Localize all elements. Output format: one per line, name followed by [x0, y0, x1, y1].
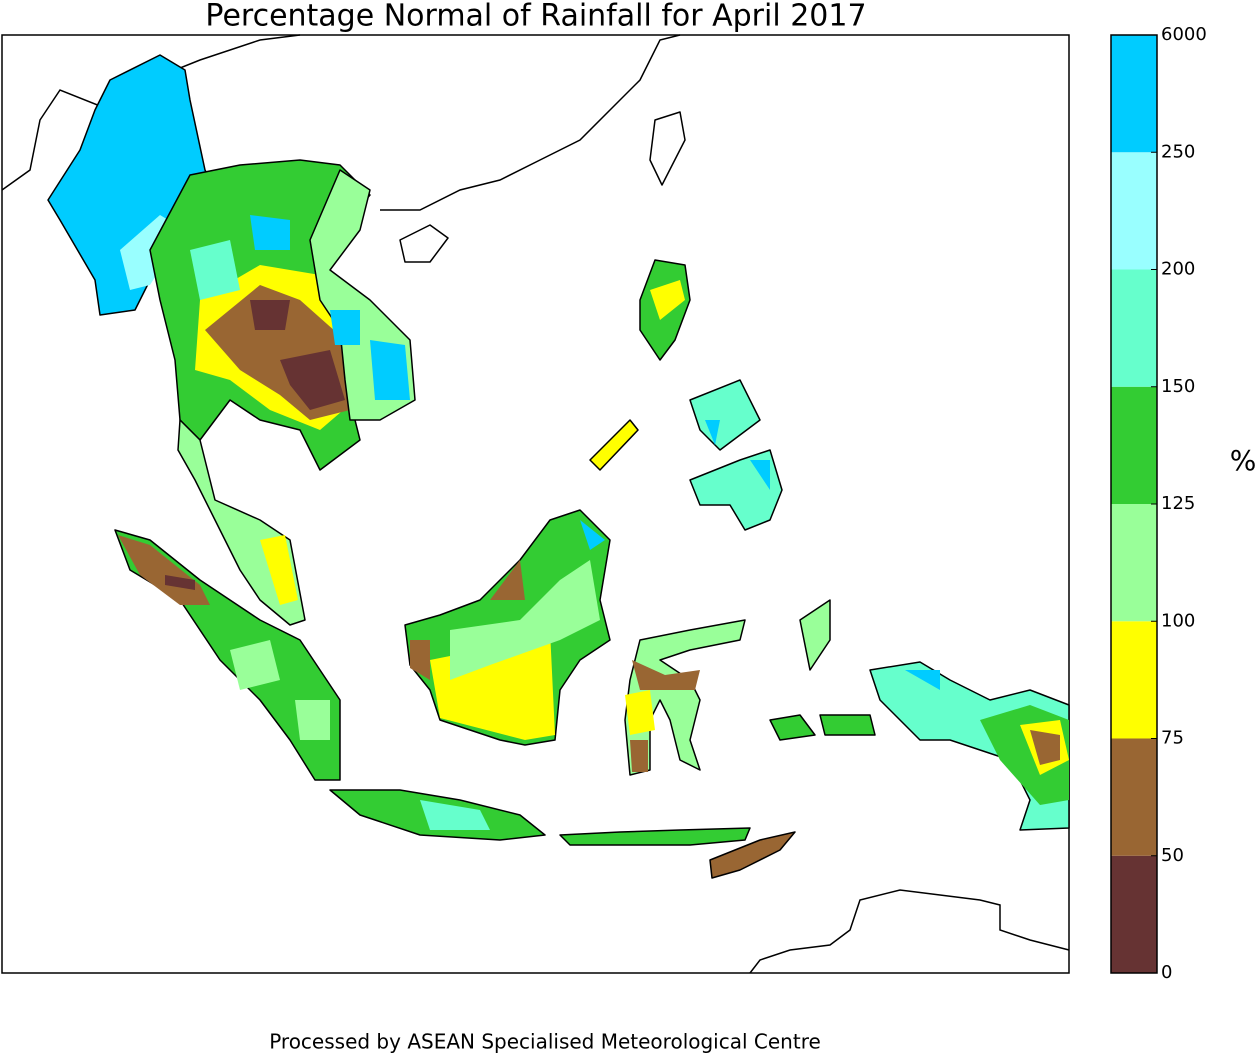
- new-guinea: [869, 661, 1070, 831]
- region: [330, 310, 410, 400]
- region: [705, 420, 770, 490]
- region: [420, 800, 490, 830]
- region: [630, 660, 700, 772]
- colorbar-segment: [1111, 738, 1157, 856]
- colorbar-tick-label: 50: [1161, 845, 1184, 866]
- colorbar-segment: [1111, 621, 1157, 739]
- region: [250, 215, 290, 250]
- colorbar-tick-label: 150: [1161, 376, 1195, 397]
- islands: [559, 827, 751, 846]
- colorbar-tick-label: 0: [1161, 962, 1172, 983]
- region: [190, 240, 240, 300]
- sulawesi: [624, 619, 746, 776]
- colorbar-segment: [1111, 855, 1157, 973]
- coastline: [749, 889, 1070, 974]
- region: [450, 560, 600, 680]
- region: [165, 575, 195, 590]
- region: [230, 640, 330, 740]
- colorbar: 0 50 75 100 125 150 200 250 6000: [1110, 24, 1207, 983]
- hainan: [399, 224, 449, 263]
- palawan: [589, 419, 639, 471]
- region: [410, 560, 525, 680]
- footer: Processed by ASEAN Specialised Meteorolo…: [269, 1030, 821, 1054]
- colorbar-segment: [1111, 386, 1157, 504]
- colorbar-tick-label: 250: [1161, 141, 1195, 162]
- colorbar-segment: [1111, 35, 1157, 153]
- region: [905, 670, 940, 690]
- timor: [709, 831, 796, 879]
- region: [250, 300, 345, 410]
- islands: [769, 714, 876, 741]
- map: [1, 34, 1070, 974]
- region: [625, 690, 655, 735]
- colorbar-tick-label: 200: [1161, 259, 1195, 280]
- colorbar-tick-label: 100: [1161, 610, 1195, 631]
- colorbar-segment: [1111, 504, 1157, 622]
- region: [580, 520, 605, 550]
- colorbar-unit: %: [1230, 444, 1257, 477]
- region: [650, 280, 685, 320]
- colorbar-tick-label: 75: [1161, 728, 1184, 749]
- region: [260, 535, 298, 605]
- myanmar: [47, 54, 221, 316]
- map-title: Percentage Normal of Rainfall for April …: [205, 0, 866, 34]
- region: [1030, 730, 1060, 765]
- taiwan: [649, 111, 686, 186]
- colorbar-segment: [1111, 269, 1157, 387]
- colorbar-tick-label: 125: [1161, 493, 1195, 514]
- visayas: [689, 379, 761, 451]
- halmahera: [799, 599, 831, 671]
- colorbar-tick-label: 6000: [1161, 24, 1207, 45]
- colorbar-segment: [1111, 152, 1157, 270]
